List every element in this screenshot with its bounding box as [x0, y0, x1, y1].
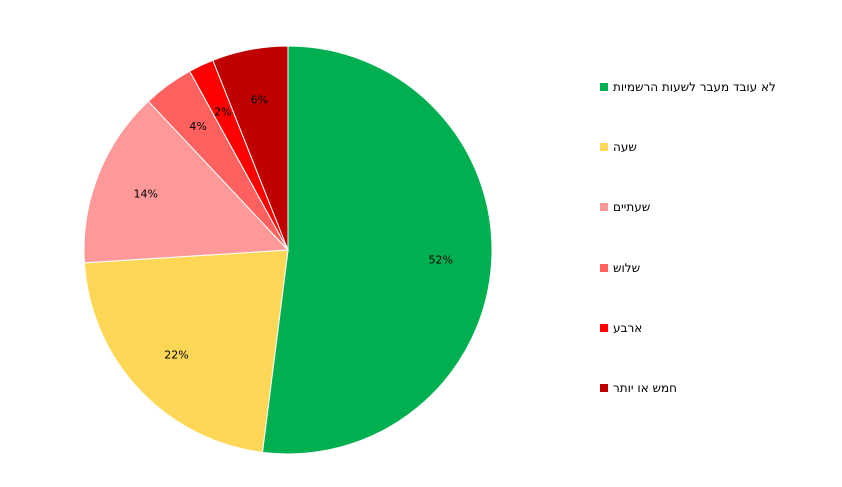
pie-slice-6 [212, 45, 289, 251]
legend-swatch-1 [600, 83, 608, 91]
legend-item-6: חמש או יותר [600, 381, 677, 395]
legend-item-5: ארבע [600, 321, 642, 335]
legend-item-4: שלוש [600, 261, 640, 275]
pie-slices [83, 45, 493, 455]
legend-swatch-4 [600, 263, 608, 272]
legend-swatch-3 [600, 203, 608, 212]
pie-slice-1 [261, 45, 493, 455]
legend-label-3: שעתיים [613, 200, 651, 215]
legend-item-3: שעתיים [600, 200, 650, 214]
pie-data-label-3: 14% [134, 188, 158, 201]
legend-label-2: שעה [613, 140, 637, 155]
legend-swatch-2 [600, 143, 608, 152]
legend-label-4: שלוש [613, 260, 641, 275]
pie-data-label-2: 22% [164, 349, 188, 362]
pie-data-label-6: 6% [251, 94, 268, 107]
legend-label-1: לא עובד מעבר לשעות הרשמיות [613, 80, 776, 94]
pie-data-label-1: 52% [428, 254, 452, 267]
pie-data-label-4: 4% [189, 120, 206, 133]
pie-slice-3 [83, 100, 290, 264]
pie-data-label-5: 2% [214, 106, 231, 119]
legend-item-1: לא עובד מעבר לשעות הרשמיות [600, 80, 776, 94]
pie-data-labels: 52% 22% 14% 4% 2% 6% [134, 94, 453, 362]
legend-swatch-6 [600, 384, 608, 392]
legend-swatch-5 [600, 323, 608, 332]
legend-item-2: שעה [600, 140, 637, 154]
legend-label-5: ארבע [613, 320, 643, 335]
pie-slice-2 [83, 249, 289, 453]
legend-label-6: חמש או יותר [613, 381, 678, 395]
